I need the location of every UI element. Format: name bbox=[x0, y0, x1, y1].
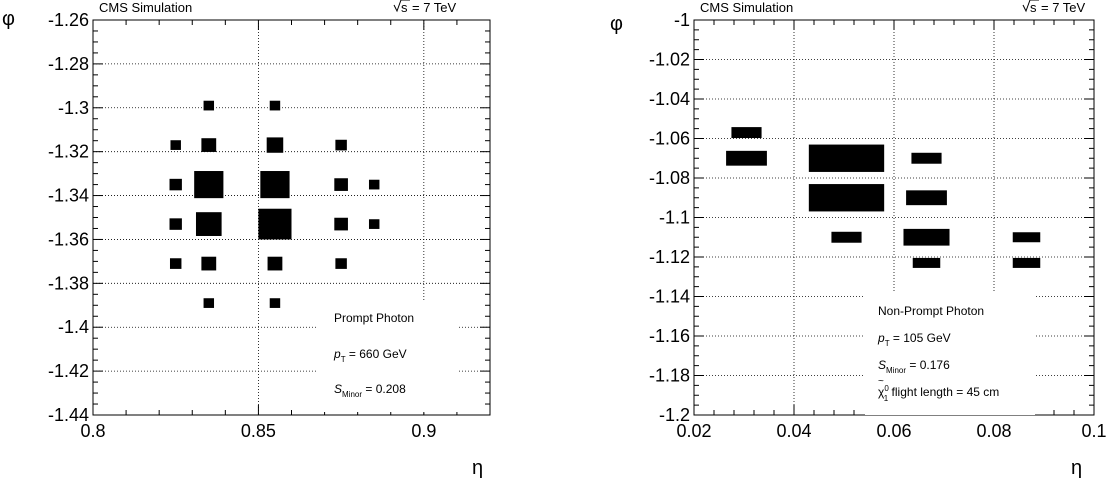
y-tick-label: -1.1 bbox=[659, 208, 690, 228]
y-tick-label: -1.28 bbox=[48, 54, 89, 74]
heatmap-cell bbox=[368, 179, 380, 190]
annotation-sminor: SMinor = 0.176 bbox=[878, 358, 950, 375]
heatmap-cell bbox=[260, 171, 290, 199]
data-cells bbox=[169, 100, 380, 308]
heatmap-cell bbox=[170, 140, 181, 150]
heatmap-cell bbox=[335, 258, 347, 269]
heatmap-cell bbox=[267, 256, 283, 271]
y-tick-label: -1.16 bbox=[649, 326, 690, 346]
annotation-label: Non-Prompt Photon bbox=[878, 304, 984, 318]
axes: 0.02 0.04 0.06 0.08 0.1 -1.2 -1.18 -1.16 -1.14 -1… bbox=[649, 10, 1107, 441]
heatmap-cell bbox=[334, 178, 348, 191]
heatmap-cell bbox=[169, 258, 182, 269]
y-tick-label: -1.06 bbox=[649, 129, 690, 149]
annotation-pt: pT = 660 GeV bbox=[333, 347, 407, 364]
heatmap-cell bbox=[269, 298, 281, 308]
y-axis-label: φ bbox=[2, 8, 15, 30]
heatmap-cell bbox=[726, 150, 767, 166]
x-tick-label: 0.1 bbox=[1081, 421, 1106, 441]
heatmap-cell bbox=[903, 228, 950, 246]
x-tick-label: 0.08 bbox=[976, 421, 1011, 441]
x-tick-label: 0.06 bbox=[876, 421, 911, 441]
headers: CMS Simulation s = 7 TeV bbox=[700, 0, 1086, 15]
annotation-background bbox=[318, 300, 458, 412]
annotation-background bbox=[865, 293, 1035, 415]
x-tick-label: 0.8 bbox=[80, 421, 105, 441]
heatmap-cell bbox=[1012, 257, 1041, 268]
y-tick-label: -1.14 bbox=[649, 287, 690, 307]
sqrt-sign bbox=[393, 0, 410, 13]
heatmap-cell bbox=[831, 231, 862, 243]
y-tick-label: -1.38 bbox=[48, 273, 89, 293]
heatmap-cell bbox=[269, 100, 281, 111]
y-tick-label: -1.08 bbox=[649, 168, 690, 188]
heatmap-cell bbox=[335, 139, 347, 151]
y-tick-label: -1.4 bbox=[58, 317, 89, 337]
y-tick-label: -1.02 bbox=[649, 50, 690, 70]
x-tick-label: 0.02 bbox=[676, 421, 711, 441]
heatmap-cell bbox=[368, 219, 380, 229]
y-tick-label: -1.26 bbox=[48, 10, 89, 30]
heatmap-cell bbox=[203, 298, 215, 308]
x-tick-label: 0.9 bbox=[411, 421, 436, 441]
heatmap-cell bbox=[906, 190, 947, 206]
y-tick-label: -1.3 bbox=[58, 98, 89, 118]
heatmap-cell bbox=[194, 171, 224, 199]
header-right: = 7 TeV bbox=[1041, 0, 1086, 15]
sqrt-sign bbox=[1022, 0, 1039, 13]
y-axis-label: φ bbox=[610, 13, 623, 35]
y-tick-label: -1.12 bbox=[649, 247, 690, 267]
annotation-sminor: SMinor = 0.208 bbox=[334, 382, 406, 399]
annotation-pt: pT = 105 GeV bbox=[877, 331, 951, 348]
y-tick-label: -1.34 bbox=[48, 186, 89, 206]
heatmap-cell bbox=[201, 256, 217, 271]
header-left: CMS Simulation bbox=[99, 0, 192, 15]
heatmap-cell bbox=[169, 218, 182, 230]
annotation-label: Prompt Photon bbox=[334, 311, 414, 325]
heatmap-cell bbox=[731, 127, 762, 139]
y-tick-label: -1 bbox=[674, 10, 690, 30]
grid-lines bbox=[93, 20, 490, 415]
annotation-flight-length: χ0 1 flight length = 45 cm bbox=[878, 384, 999, 403]
annotation-box: Prompt Photon pT = 660 GeV SMinor = 0.20… bbox=[318, 300, 458, 412]
tilde-mark: ~ bbox=[878, 376, 884, 387]
axes: 0.8 0.85 0.9 -1.44 -1.42 -1.4 -1.38 -1.36 -1.34 -… bbox=[48, 10, 491, 441]
annotation-box: Non-Prompt Photon pT = 105 GeV SMinor = … bbox=[865, 293, 1035, 415]
header-left: CMS Simulation bbox=[700, 0, 793, 15]
heatmap-cell bbox=[203, 100, 215, 111]
heatmap-cell bbox=[912, 257, 941, 268]
y-tick-label: -1.44 bbox=[48, 405, 89, 425]
headers: CMS Simulation s = 7 TeV bbox=[99, 0, 457, 15]
heatmap-cell bbox=[808, 144, 885, 172]
data-cells bbox=[726, 127, 1041, 268]
heatmap-cell bbox=[1012, 232, 1041, 243]
heatmap-cell bbox=[808, 184, 885, 212]
x-axis-label: η bbox=[472, 457, 483, 478]
header-right: = 7 TeV bbox=[412, 0, 457, 15]
heatmap-cell bbox=[195, 212, 222, 236]
heatmap-cell bbox=[911, 152, 942, 164]
chart-panel-prompt: 0.8 0.85 0.9 -1.44 -1.42 -1.4 -1.38 -1.36 -1.34 -… bbox=[2, 0, 491, 478]
x-tick-label: 0.04 bbox=[776, 421, 811, 441]
y-tick-label: -1.18 bbox=[649, 366, 690, 386]
y-tick-label: -1.36 bbox=[48, 229, 89, 249]
heatmap-cell bbox=[169, 178, 182, 191]
x-tick-label: 0.85 bbox=[241, 421, 276, 441]
x-axis-label: η bbox=[1071, 457, 1082, 478]
y-tick-label: -1.2 bbox=[659, 405, 690, 425]
y-tick-label: -1.32 bbox=[48, 142, 89, 162]
heatmap-cell bbox=[258, 208, 292, 240]
heatmap-cell bbox=[266, 137, 284, 153]
header-sqrt-s: s bbox=[401, 0, 408, 15]
heatmap-cell bbox=[201, 138, 217, 152]
y-tick-label: -1.04 bbox=[649, 89, 690, 109]
y-tick-label: -1.42 bbox=[48, 361, 89, 381]
header-sqrt-s: s bbox=[1030, 0, 1037, 15]
chart-panel-nonprompt: 0.02 0.04 0.06 0.08 0.1 -1.2 -1.18 -1.16 -1.14 -1… bbox=[610, 0, 1107, 478]
heatmap-cell bbox=[334, 217, 348, 231]
